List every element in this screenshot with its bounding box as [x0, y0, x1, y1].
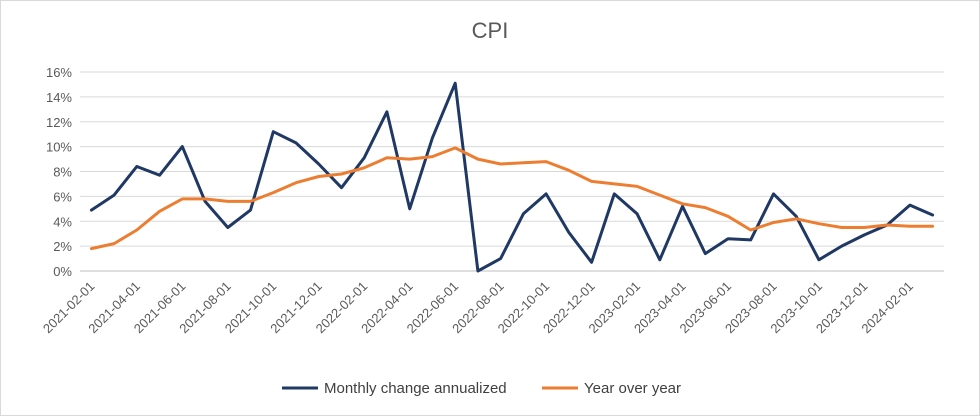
- y-axis-tick-labels: 0% 2% 4% 6% 8% 10% 12% 14% 16%: [46, 65, 72, 279]
- y-tick-label: 14%: [46, 90, 72, 105]
- series-lines: [89, 81, 935, 273]
- y-tick-label: 10%: [46, 140, 72, 155]
- y-tick-label: 6%: [53, 189, 72, 204]
- series-line: [89, 81, 935, 273]
- legend: Monthly change annualized Year over year: [282, 380, 681, 397]
- series-line: [89, 146, 935, 251]
- legend-label: Year over year: [584, 380, 681, 397]
- y-tick-label: 8%: [53, 165, 72, 180]
- y-tick-label: 2%: [53, 239, 72, 254]
- x-axis-tick-labels: 2021-02-012021-04-012021-06-012021-08-01…: [40, 279, 916, 337]
- y-tick-label: 4%: [53, 214, 72, 229]
- gridlines: [80, 71, 944, 272]
- chart-title: CPI: [471, 18, 509, 43]
- y-tick-label: 12%: [46, 115, 72, 130]
- y-tick-label: 0%: [53, 264, 72, 279]
- legend-label: Monthly change annualized: [324, 380, 507, 397]
- y-tick-label: 16%: [46, 65, 72, 80]
